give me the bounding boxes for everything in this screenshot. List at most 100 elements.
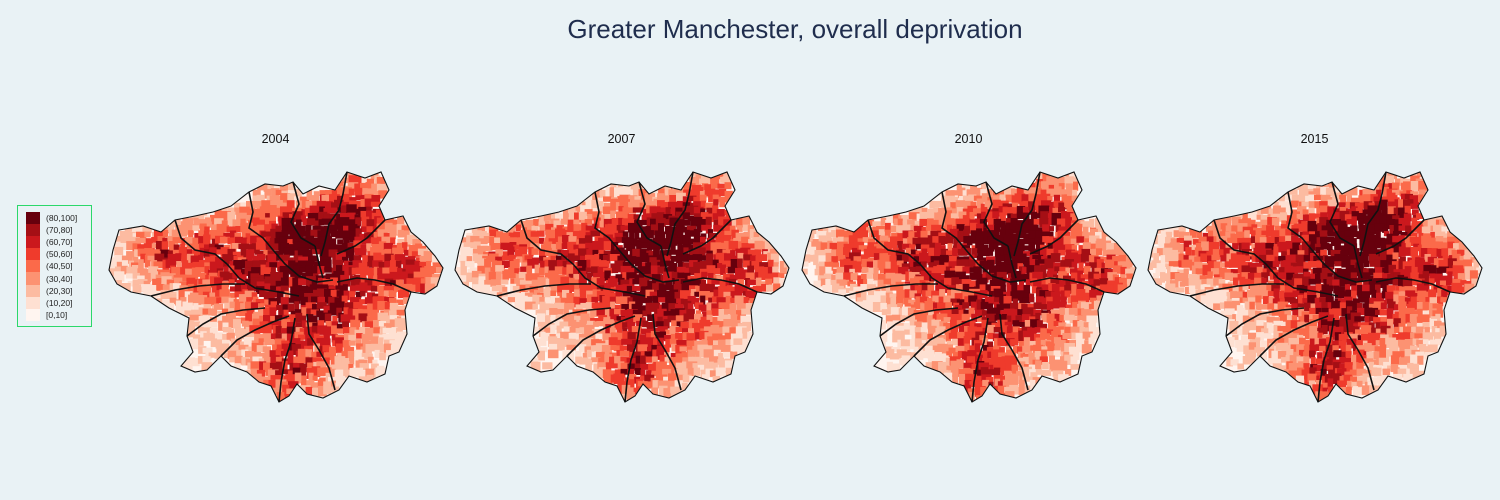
district-boundary <box>1017 171 1041 243</box>
area-cell <box>193 303 199 311</box>
area-cell <box>1197 279 1204 287</box>
area-cell <box>353 176 363 186</box>
area-cell <box>1016 188 1025 198</box>
area-cell <box>986 341 994 348</box>
area-cell <box>251 201 262 209</box>
area-cell <box>1069 316 1079 324</box>
area-cell <box>596 321 607 327</box>
area-cell <box>335 375 346 383</box>
area-cell <box>425 277 435 288</box>
area-cell <box>1283 202 1294 209</box>
area-cell <box>210 338 218 348</box>
area-cell <box>340 314 350 322</box>
area-cell <box>674 278 685 286</box>
area-cell <box>843 272 853 282</box>
area-cell <box>991 322 1002 329</box>
area-cell <box>1393 224 1402 235</box>
area-cell <box>928 355 935 366</box>
area-cell <box>337 195 345 203</box>
area-cell <box>1266 322 1273 330</box>
area-cell <box>126 251 136 258</box>
area-cell <box>878 249 886 255</box>
area-cell <box>575 206 582 214</box>
area-cell <box>661 302 672 314</box>
area-cell <box>1046 351 1055 357</box>
district-boundary <box>496 283 591 297</box>
area-cell <box>860 223 869 233</box>
area-cell <box>1218 267 1227 276</box>
area-cell <box>683 313 691 322</box>
area-cell <box>866 272 873 281</box>
area-cell <box>985 313 996 322</box>
area-cell <box>240 303 249 313</box>
area-cell <box>562 235 570 245</box>
area-cell <box>342 363 353 371</box>
area-cell <box>1058 360 1068 371</box>
area-cell <box>1229 259 1239 268</box>
area-cell <box>1345 300 1355 311</box>
area-cell <box>1164 243 1173 250</box>
area-cell <box>815 263 821 269</box>
area-cell <box>999 194 1005 205</box>
area-cell <box>1266 254 1276 266</box>
area-cell <box>1386 328 1396 335</box>
area-cell <box>1435 236 1444 244</box>
area-cell <box>628 201 637 211</box>
area-cell <box>747 225 754 233</box>
area-cell <box>1315 307 1322 316</box>
area-cell <box>997 337 1009 347</box>
area-cell <box>1175 287 1185 293</box>
area-cell <box>298 334 309 340</box>
area-cell <box>874 291 881 300</box>
area-cell <box>1049 362 1055 372</box>
area-cell <box>590 333 599 342</box>
area-cell <box>1447 258 1457 269</box>
area-cell <box>992 333 1003 341</box>
area-cell <box>992 277 1004 288</box>
area-cell <box>607 278 618 287</box>
area-cell <box>1255 310 1263 317</box>
area-cell <box>383 232 395 238</box>
area-cell <box>234 355 243 365</box>
area-cell <box>170 218 176 228</box>
area-cell <box>144 272 151 283</box>
area-cell <box>567 241 577 252</box>
area-cell <box>1033 218 1042 225</box>
area-cell <box>932 200 943 208</box>
area-cell <box>262 346 271 353</box>
area-cell <box>598 357 607 364</box>
area-cell <box>1242 218 1251 228</box>
area-cell <box>843 258 851 269</box>
area-cell <box>1350 238 1357 247</box>
area-cell <box>1375 309 1382 315</box>
area-cell <box>1035 312 1041 323</box>
area-cell <box>651 370 659 377</box>
area-cell <box>716 249 726 256</box>
area-cell <box>1381 255 1390 265</box>
area-cell <box>335 337 344 347</box>
area-cell <box>603 202 615 208</box>
area-cell <box>961 279 972 289</box>
area-cell <box>327 207 338 214</box>
area-cell <box>396 242 402 249</box>
area-cell <box>376 177 386 185</box>
area-cell <box>746 243 757 249</box>
area-cell <box>593 321 599 327</box>
area-cell <box>557 338 564 347</box>
area-cell <box>872 273 882 281</box>
area-cell <box>647 245 653 251</box>
area-cell <box>913 302 924 310</box>
area-cell <box>592 208 599 215</box>
area-cell <box>343 237 350 247</box>
area-cell <box>1093 279 1104 288</box>
area-cell <box>341 205 350 216</box>
area-cell <box>772 266 779 274</box>
area-cell <box>743 254 752 263</box>
area-cell <box>366 267 375 276</box>
area-cell <box>933 266 940 277</box>
area-cell <box>1453 243 1463 253</box>
area-cell <box>889 293 901 300</box>
area-cell <box>925 340 936 349</box>
area-cells <box>109 172 443 402</box>
area-cell <box>137 224 145 232</box>
